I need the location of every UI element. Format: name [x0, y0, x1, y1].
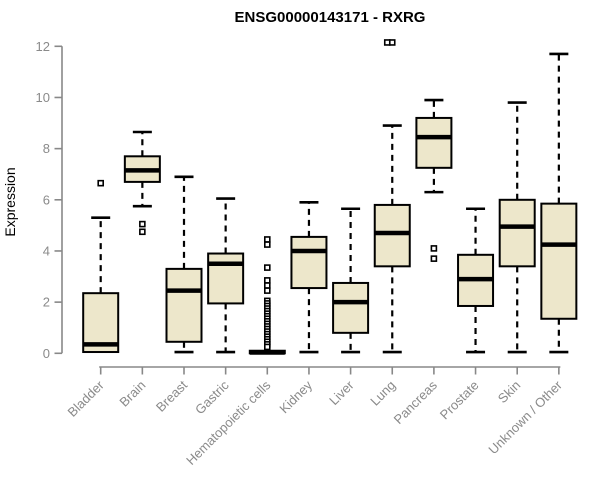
outlier-point — [263, 277, 271, 284]
boxplot-gastric — [207, 197, 245, 354]
outlier-point — [430, 255, 438, 262]
box-rect — [332, 281, 370, 334]
outlier-point — [139, 228, 146, 236]
y-tick-label: 12 — [36, 39, 50, 54]
chart-title: ENSG00000143171 - RXRG — [235, 9, 426, 26]
outlier-point — [263, 241, 271, 248]
y-tick-label: 4 — [43, 243, 50, 258]
x-category-label: Pancreas — [391, 377, 441, 427]
x-category-label: Skin — [495, 378, 523, 406]
boxplot-breast — [165, 175, 203, 354]
boxplot-liver — [332, 207, 370, 354]
box-rect — [540, 202, 578, 320]
outlier-point — [383, 39, 391, 46]
x-category-label: Prostate — [437, 378, 482, 423]
boxplot-prostate — [457, 207, 495, 354]
x-category-label: Brain — [116, 378, 148, 410]
outlier-point — [263, 343, 271, 351]
y-tick-label: 8 — [43, 141, 50, 156]
boxplot-pancreas — [415, 98, 453, 262]
outlier-point — [263, 282, 271, 289]
outlier-point — [263, 264, 271, 271]
boxplot-hematopoietic-cells — [248, 236, 286, 355]
box-rect — [415, 116, 453, 169]
x-category-label: Liver — [326, 377, 357, 408]
boxplot-unknown-other — [540, 52, 578, 354]
x-category-label: Unknown / Other — [485, 377, 565, 457]
box-rect — [165, 267, 203, 343]
box-rect — [290, 235, 328, 290]
x-category-label: Bladder — [65, 377, 108, 420]
y-axis-label: Expression — [2, 167, 18, 236]
x-category-label: Lung — [367, 378, 398, 409]
x-category-label: Breast — [153, 377, 190, 414]
outlier-point — [430, 245, 438, 252]
boxplot-skin — [498, 101, 536, 354]
outlier-point — [263, 287, 271, 294]
y-tick-label: 6 — [43, 192, 50, 207]
y-tick-label: 10 — [36, 90, 50, 105]
outlier-point — [97, 179, 104, 187]
box-rect — [373, 203, 411, 268]
outlier-point — [263, 236, 271, 243]
boxplot-kidney — [290, 201, 328, 354]
box-rect — [498, 198, 536, 268]
x-category-label: Gastric — [192, 377, 232, 417]
boxplot-bladder — [82, 179, 120, 354]
y-tick-label: 2 — [43, 295, 50, 310]
outlier-point — [139, 220, 146, 228]
y-tick-label: 0 — [43, 346, 50, 361]
box-rect — [207, 252, 245, 305]
boxplot-brain — [123, 130, 161, 236]
boxplot-lung — [373, 39, 411, 354]
x-category-label: Kidney — [276, 377, 315, 416]
